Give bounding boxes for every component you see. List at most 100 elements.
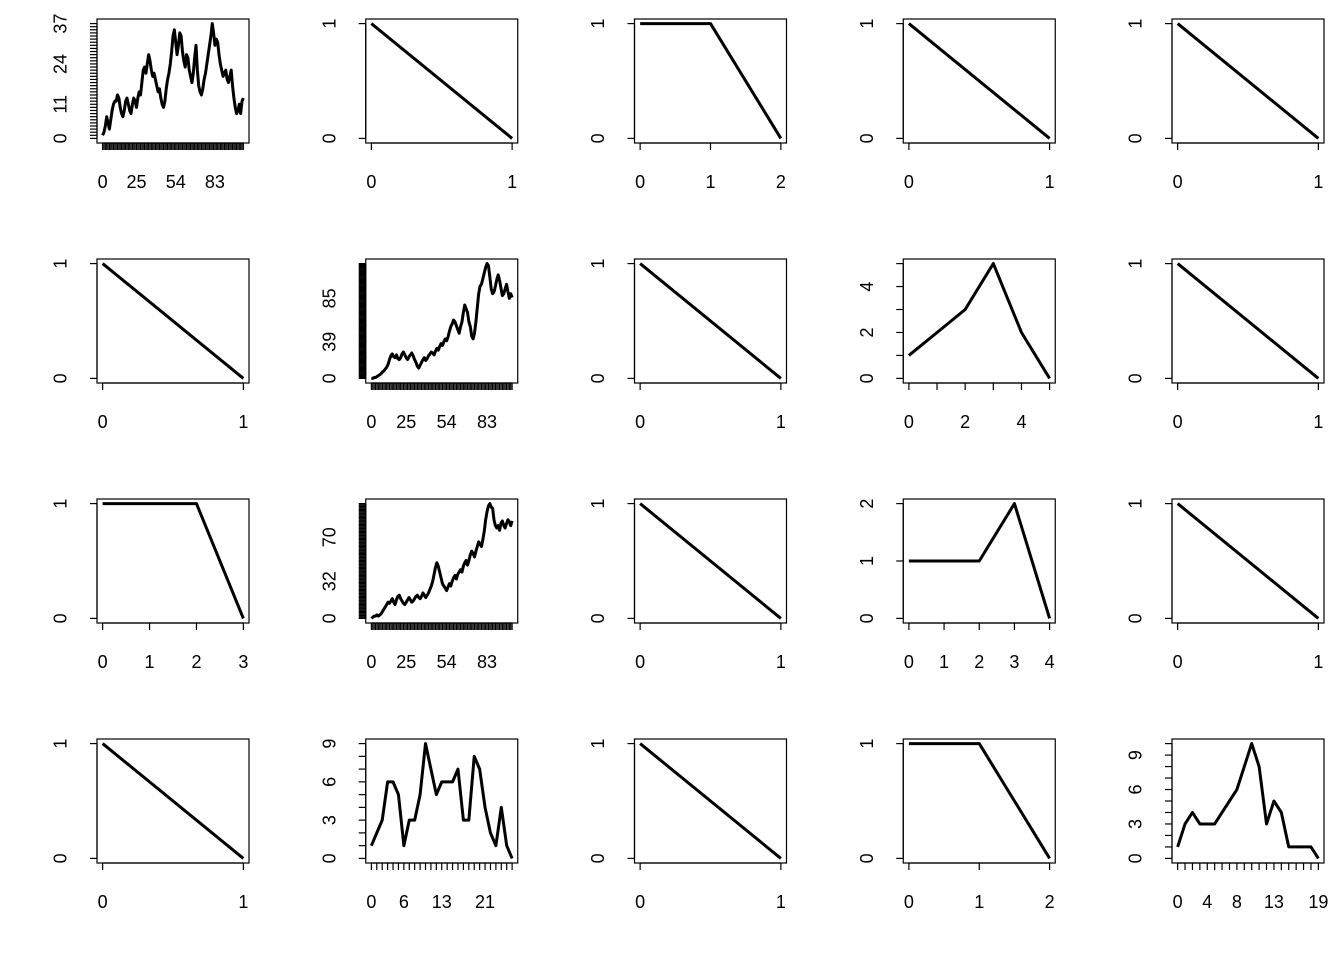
x-tick-label: 1 xyxy=(939,652,949,672)
data-line xyxy=(1176,742,1320,860)
x-tick-label: 2 xyxy=(776,172,786,192)
x-tick-label: 4 xyxy=(1045,652,1055,672)
x-tick-label: 0 xyxy=(635,652,645,672)
panel: 0 1 0 1 xyxy=(1126,258,1325,432)
data-line xyxy=(101,22,245,136)
x-tick-label: 4 xyxy=(1202,892,1212,912)
y-tick-label: 0 xyxy=(588,373,608,383)
y-tick-label: 1 xyxy=(1126,19,1146,29)
y-tick-label: 24 xyxy=(51,54,71,74)
x-tick-label: 1 xyxy=(238,412,248,432)
x-tick-label: 1 xyxy=(974,892,984,912)
x-tick-label: 1 xyxy=(1045,172,1055,192)
plot-box xyxy=(902,738,1056,864)
y-tick-label: 0 xyxy=(320,853,340,863)
y-tick-label: 0 xyxy=(1126,133,1146,143)
data-line xyxy=(1176,22,1320,140)
x-tick-label: 21 xyxy=(475,892,495,912)
y-tick-label: 0 xyxy=(857,373,877,383)
panel: 0 1 0 1 xyxy=(588,258,788,432)
x-tick-label: 25 xyxy=(126,172,146,192)
x-tick-label: 1 xyxy=(776,412,786,432)
y-tick-label: 0 xyxy=(51,133,71,143)
panel: 0 1 0 1 xyxy=(857,18,1056,192)
x-tick-label: 0 xyxy=(98,412,108,432)
panel: 0 1 0 1 xyxy=(1126,18,1325,192)
x-tick-label: 19 xyxy=(1308,892,1328,912)
x-tick-label: 0 xyxy=(1173,892,1183,912)
y-tick-label: 0 xyxy=(588,853,608,863)
x-tick-label: 0 xyxy=(366,172,376,192)
y-tick-label: 1 xyxy=(51,499,71,509)
x-tick-label: 1 xyxy=(507,172,517,192)
x-tick-label: 1 xyxy=(1313,172,1323,192)
y-tick-label: 0 xyxy=(320,373,340,383)
x-tick-label: 2 xyxy=(191,652,201,672)
x-tick-label: 0 xyxy=(635,172,645,192)
y-tick-label: 70 xyxy=(320,527,340,547)
plot-box xyxy=(633,18,788,144)
y-tick-label: 0 xyxy=(1126,613,1146,623)
y-tick-label: 11 xyxy=(51,95,71,114)
y-tick-label: 0 xyxy=(857,853,877,863)
y-tick-label: 1 xyxy=(588,499,608,509)
x-tick-label: 83 xyxy=(205,172,225,192)
panel: 0 2 4 0 2 4 xyxy=(857,258,1056,432)
y-tick-label: 1 xyxy=(588,259,608,269)
panel: 0 25 54 83 0 39 85 xyxy=(320,258,519,432)
y-tick-label: 0 xyxy=(857,133,877,143)
y-tick-label: 0 xyxy=(320,613,340,623)
panel: 0 25 54 83 0 32 70 xyxy=(320,498,519,672)
data-line xyxy=(102,502,245,619)
x-tick-label: 0 xyxy=(98,892,108,912)
panel: 0 1 2 3 4 0 1 2 xyxy=(857,498,1056,672)
x-tick-label: 0 xyxy=(98,172,108,192)
y-tick-label: 1 xyxy=(857,19,877,29)
data-line xyxy=(1176,262,1320,380)
y-tick-label: 1 xyxy=(1126,259,1146,269)
data-line xyxy=(639,502,782,620)
data-line xyxy=(907,262,1051,380)
y-tick-label: 1 xyxy=(320,19,340,29)
x-tick-label: 0 xyxy=(98,652,108,672)
x-tick-label: 1 xyxy=(238,892,248,912)
data-line xyxy=(908,742,1051,860)
data-line xyxy=(908,502,1052,619)
x-tick-label: 8 xyxy=(1232,892,1242,912)
y-tick-label: 3 xyxy=(320,815,340,825)
panel: 0 6 13 21 0 3 6 9 xyxy=(320,738,519,912)
y-tick-label: 9 xyxy=(320,739,340,749)
data-line xyxy=(101,742,245,860)
x-tick-label: 1 xyxy=(1313,652,1323,672)
y-tick-label: 0 xyxy=(857,613,877,623)
x-tick-label: 0 xyxy=(366,892,376,912)
y-tick-label: 1 xyxy=(588,19,608,29)
panel: 0 1 0 1 xyxy=(1126,498,1325,672)
plot-box xyxy=(902,258,1056,384)
x-tick-label: 0 xyxy=(366,412,376,432)
y-tick-label: 0 xyxy=(1126,853,1146,863)
panel: 0 1 0 1 xyxy=(51,738,250,912)
y-tick-label: 1 xyxy=(857,739,877,749)
x-tick-label: 13 xyxy=(432,892,452,912)
data-line xyxy=(639,262,782,380)
x-tick-label: 0 xyxy=(1173,652,1183,672)
y-tick-label: 3 xyxy=(1126,819,1146,829)
x-tick-label: 0 xyxy=(635,892,645,912)
x-tick-label: 1 xyxy=(145,652,155,672)
y-tick-label: 1 xyxy=(857,556,877,566)
x-tick-label: 1 xyxy=(1313,412,1323,432)
x-tick-label: 0 xyxy=(1173,412,1183,432)
panel: 0 1 0 1 xyxy=(588,498,788,672)
panel: 0 1 0 1 xyxy=(588,738,788,912)
data-line xyxy=(639,742,782,860)
y-tick-label: 85 xyxy=(320,288,340,308)
y-tick-label: 32 xyxy=(320,571,340,591)
x-tick-label: 54 xyxy=(166,172,186,192)
x-tick-label: 54 xyxy=(437,412,457,432)
data-line xyxy=(101,262,245,380)
y-tick-label: 4 xyxy=(857,282,877,292)
